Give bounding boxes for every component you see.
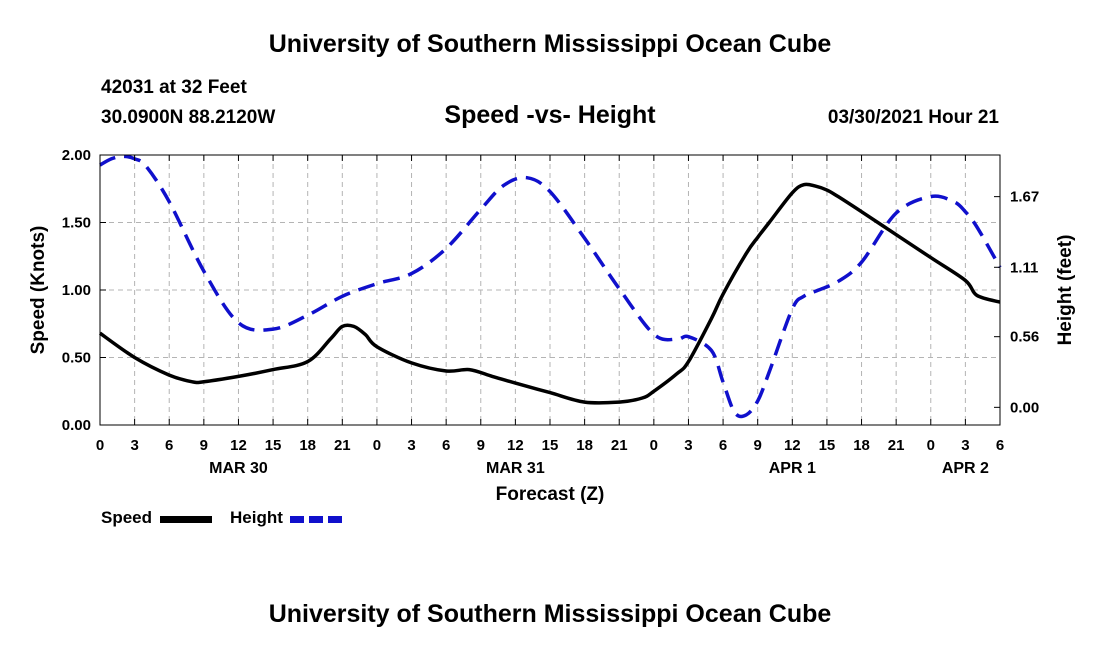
x-tick-label: 15 xyxy=(819,437,836,454)
x-date-label: MAR 30 xyxy=(209,460,268,477)
x-tick-label: 9 xyxy=(477,437,485,454)
y-tick-label-right: 1.67 xyxy=(1010,189,1039,206)
x-tick-label: 0 xyxy=(927,437,935,454)
chart-title: Speed -vs- Height xyxy=(444,101,656,129)
x-tick-label: 0 xyxy=(373,437,381,454)
speed-height-chart: 0 3 6 9 12 15 18 21 0 3 6 9 12 15 18 21 0 3 6 9 12 15 18 21 0 3 6 M… xyxy=(28,147,1076,505)
x-tick-label: 18 xyxy=(853,437,870,454)
x-tick-label: 21 xyxy=(611,437,628,454)
x-tick-label: 21 xyxy=(888,437,905,454)
legend-speed-swatch xyxy=(160,516,212,523)
legend-height-swatch xyxy=(290,516,342,523)
y-tick-label-left: 1.50 xyxy=(62,215,91,232)
station-label: 42031 at 32 Feet xyxy=(101,77,247,98)
footer-title: University of Southern Mississippi Ocean… xyxy=(268,600,832,628)
x-tick-label: 15 xyxy=(542,437,559,454)
coordinates-label: 30.0900N 88.2120W xyxy=(101,107,276,128)
x-tick-label: 12 xyxy=(507,437,524,454)
y-tick-label-right: 1.11 xyxy=(1010,259,1038,276)
series-line-height xyxy=(99,154,1002,419)
x-tick-label: 6 xyxy=(165,437,173,454)
x-tick-label: 6 xyxy=(442,437,450,454)
x-tick-label: 0 xyxy=(96,437,104,454)
x-axis-title: Forecast (Z) xyxy=(496,484,605,505)
axis-ticks: 0 3 6 9 12 15 18 21 0 3 6 9 12 15 18 21 0 3 6 9 12 15 18 21 0 3 6 M… xyxy=(62,147,1039,477)
series-lines xyxy=(98,154,1002,419)
x-tick-label: 3 xyxy=(130,437,138,454)
x-tick-label: 0 xyxy=(650,437,658,454)
series-line-speed xyxy=(98,182,1001,405)
y-axis-title-left: Speed (Knots) xyxy=(28,226,49,355)
y-axis-title-right: Height (feet) xyxy=(1055,235,1076,346)
report-title: University of Southern Mississippi Ocean… xyxy=(268,30,832,58)
legend-height-label: Height xyxy=(230,508,283,527)
y-tick-label-left: 2.00 xyxy=(62,147,91,164)
x-date-label: APR 2 xyxy=(942,460,989,477)
y-tick-label-left: 0.50 xyxy=(62,350,91,367)
x-tick-label: 9 xyxy=(754,437,762,454)
x-tick-label: 9 xyxy=(200,437,208,454)
x-tick-label: 3 xyxy=(961,437,969,454)
x-tick-label: 3 xyxy=(407,437,415,454)
x-tick-label: 18 xyxy=(576,437,593,454)
x-date-label: MAR 31 xyxy=(486,460,545,477)
gridlines xyxy=(100,155,1000,425)
x-tick-label: 6 xyxy=(719,437,727,454)
x-date-label: APR 1 xyxy=(769,460,816,477)
y-tick-label-left: 1.00 xyxy=(62,282,91,299)
x-tick-label: 15 xyxy=(265,437,282,454)
legend-speed-label: Speed xyxy=(101,508,153,527)
y-tick-label-right: 0.00 xyxy=(1010,399,1039,416)
forecast-date: 03/30/2021 Hour 21 xyxy=(827,107,999,128)
x-tick-label: 12 xyxy=(784,437,801,454)
x-tick-label: 6 xyxy=(996,437,1004,454)
x-tick-label: 21 xyxy=(334,437,351,454)
y-tick-label-right: 0.56 xyxy=(1010,329,1039,346)
x-tick-label: 18 xyxy=(299,437,316,454)
x-tick-label: 12 xyxy=(230,437,247,454)
x-tick-label: 3 xyxy=(684,437,692,454)
y-tick-label-left: 0.00 xyxy=(62,417,91,434)
